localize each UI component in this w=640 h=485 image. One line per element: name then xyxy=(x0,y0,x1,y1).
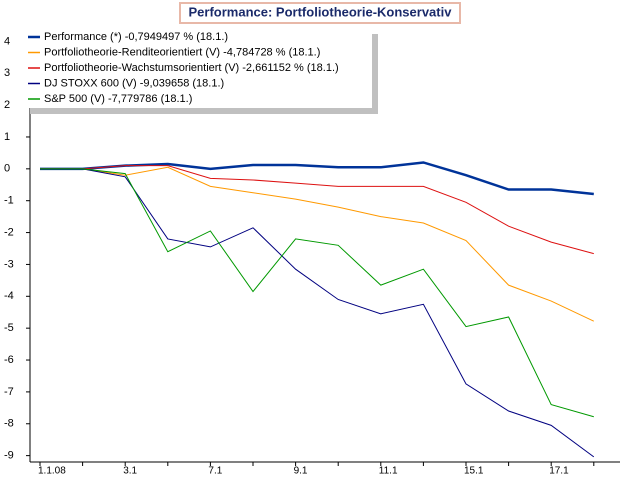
y-tick-label: -7 xyxy=(4,386,14,398)
legend-label: DJ STOXX 600 (V) -9,039658 (18.1.) xyxy=(44,77,224,89)
series-line xyxy=(40,166,595,322)
series-line xyxy=(40,168,594,418)
x-tick-label: 9.1 xyxy=(294,466,308,477)
y-tick-label: -6 xyxy=(4,354,14,366)
y-tick-label: 3 xyxy=(4,67,10,79)
y-tick-label: -5 xyxy=(4,322,14,334)
x-tick-label: 17.1 xyxy=(549,466,569,477)
chart-title: Performance: Portfoliotheorie-Konservati… xyxy=(189,4,453,19)
y-tick-label: -8 xyxy=(4,418,14,430)
y-tick-label: -1 xyxy=(4,195,14,207)
y-tick-label: -4 xyxy=(4,290,14,302)
series-line xyxy=(40,165,594,255)
x-tick-label: 1.1.08 xyxy=(38,466,66,477)
y-tick-label: 2 xyxy=(4,99,10,111)
y-tick-label: -3 xyxy=(4,258,14,270)
y-tick-label: 4 xyxy=(4,35,10,47)
legend-label: Performance (*) -0,7949497 % (18.1.) xyxy=(44,31,228,43)
x-tick-label: 15.1 xyxy=(464,466,484,477)
legend-label: Portfoliotheorie-Renditeorientiert (V) -… xyxy=(44,46,320,58)
y-tick-label: 1 xyxy=(4,131,10,143)
legend-label: S&P 500 (V) -7,779786 (18.1.) xyxy=(44,93,192,105)
y-tick-label: -2 xyxy=(4,226,14,238)
x-tick-label: 7.1 xyxy=(208,466,222,477)
legend-label: Portfoliotheorie-Wachstumsorientiert (V)… xyxy=(44,62,339,74)
legend xyxy=(24,28,372,108)
x-tick-label: 3.1 xyxy=(123,466,137,477)
x-tick-label: 11.1 xyxy=(379,466,398,477)
y-tick-label: -9 xyxy=(4,450,14,462)
title-box xyxy=(179,2,461,24)
y-tick-label: 0 xyxy=(4,163,10,175)
